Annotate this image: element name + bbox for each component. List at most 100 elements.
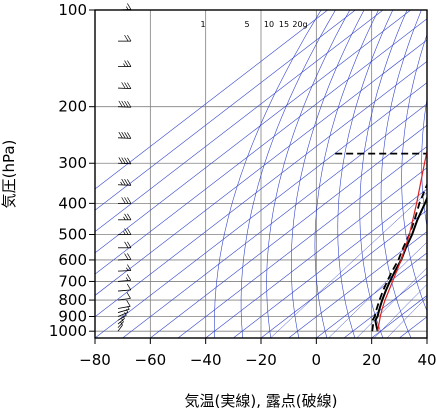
y-axis-title: 気圧(hPa) bbox=[0, 140, 18, 209]
wind-barb bbox=[117, 82, 132, 90]
wind-barb-flag bbox=[127, 82, 132, 89]
dry-adiabat bbox=[401, 33, 427, 312]
isotherm-line bbox=[205, 167, 427, 338]
wind-barb-flag bbox=[124, 60, 129, 67]
x-tick-label: 0 bbox=[312, 351, 322, 369]
wind-barb-flag bbox=[125, 277, 129, 281]
wind-barb bbox=[117, 253, 132, 261]
dewpoint-line bbox=[334, 152, 427, 332]
wind-barb-flag bbox=[126, 300, 131, 307]
wind-barb bbox=[118, 34, 132, 42]
dry-adiabat bbox=[266, 10, 351, 338]
isotherm-line bbox=[233, 188, 427, 338]
wind-barb-flag bbox=[124, 213, 129, 220]
wind-barb-flag bbox=[127, 132, 132, 139]
dry-adiabat bbox=[337, 10, 394, 338]
wind-barb-flag bbox=[124, 312, 127, 316]
wind-barb bbox=[117, 3, 132, 11]
wind-barb bbox=[118, 197, 132, 204]
wind-barb-flag bbox=[118, 100, 123, 108]
wind-barb-staff bbox=[117, 258, 131, 261]
wind-barb-staff bbox=[117, 184, 131, 186]
x-tick-label: −80 bbox=[79, 351, 111, 369]
isotherm-line bbox=[95, 82, 427, 338]
mixing-ratio-label: 1 bbox=[200, 20, 205, 29]
wind-barb-flag bbox=[127, 264, 132, 271]
isotherm-line bbox=[426, 337, 427, 338]
wind-barb-flag bbox=[127, 253, 132, 260]
wind-barb-staff bbox=[117, 311, 129, 317]
y-tick-label: 700 bbox=[58, 272, 87, 290]
temperature-line bbox=[374, 195, 427, 332]
isotherm-line bbox=[95, 10, 356, 211]
grid-layer bbox=[95, 9, 427, 338]
dry-adiabat bbox=[240, 10, 336, 338]
wind-barb-staff bbox=[117, 289, 131, 292]
wind-barb-flag bbox=[127, 157, 132, 164]
y-tick-label: 800 bbox=[58, 291, 87, 309]
wind-barb-staff bbox=[117, 308, 130, 313]
wind-barb bbox=[117, 131, 132, 139]
isoline-layer bbox=[95, 10, 427, 338]
x-tick-label: −60 bbox=[135, 351, 167, 369]
isotherm-line bbox=[95, 10, 384, 232]
wind-barb-flag bbox=[124, 241, 129, 248]
y-tick-label: 200 bbox=[58, 98, 87, 116]
wind-barb bbox=[117, 292, 131, 301]
wind-barb bbox=[117, 100, 132, 108]
wind-barb-staff bbox=[117, 314, 127, 321]
wind-barb-staff bbox=[117, 270, 131, 272]
wind-barb-flag bbox=[121, 131, 126, 139]
wind-barb-flag bbox=[127, 213, 132, 220]
x-tick-label: 40 bbox=[417, 351, 436, 369]
x-tick-label: −40 bbox=[190, 351, 222, 369]
isotherm-line bbox=[316, 252, 427, 338]
wind-barb-flag bbox=[126, 6, 129, 10]
y-tick-label: 1000 bbox=[49, 322, 87, 340]
wind-barb-flag bbox=[120, 181, 123, 186]
wind-barb-staff bbox=[117, 162, 131, 165]
dry-adiabat bbox=[214, 10, 322, 338]
wind-barb bbox=[117, 264, 132, 272]
wind-barb bbox=[117, 300, 131, 309]
wind-barb bbox=[117, 312, 127, 321]
x-tick-label: −20 bbox=[245, 351, 277, 369]
wind-barb-flag bbox=[127, 3, 132, 10]
isotherm-line bbox=[95, 60, 427, 318]
wind-barb bbox=[117, 274, 132, 282]
wind-barb-layer bbox=[117, 3, 132, 332]
wind-barb-flag bbox=[124, 100, 129, 108]
wind-barb-flag bbox=[124, 228, 129, 235]
wind-barb-flag bbox=[123, 63, 126, 67]
wind-barb bbox=[117, 178, 132, 186]
wind-barb-flag bbox=[127, 179, 132, 186]
wind-barb-flag bbox=[126, 274, 132, 281]
dry-adiabat bbox=[314, 10, 379, 338]
wind-barb-flag bbox=[124, 197, 129, 204]
y-tick-label: 100 bbox=[58, 1, 87, 19]
wind-barb-flag bbox=[121, 178, 126, 186]
wind-barb-flag bbox=[121, 157, 126, 164]
wind-barb-staff bbox=[117, 106, 131, 108]
mixing-ratio-line bbox=[374, 284, 427, 338]
wind-barb bbox=[117, 157, 132, 165]
wind-barb-staff bbox=[117, 87, 131, 90]
wind-barb-flag bbox=[123, 231, 126, 235]
y-tick-label: 900 bbox=[58, 307, 87, 325]
isotherm-line bbox=[399, 316, 427, 338]
wind-barb-flag bbox=[124, 179, 129, 186]
mixing-ratio-line bbox=[328, 241, 427, 338]
mixing-ratio-label: 15 bbox=[279, 20, 289, 29]
mixing-ratio-label: 5 bbox=[244, 20, 249, 29]
isotherm-line bbox=[95, 39, 427, 296]
parcel-line bbox=[377, 148, 427, 332]
wind-barb-flag bbox=[118, 157, 123, 164]
dry-adiabat bbox=[421, 97, 427, 228]
isotherm-line bbox=[288, 231, 427, 338]
wind-barb-flag bbox=[124, 157, 129, 164]
wind-barb-flag bbox=[124, 132, 129, 139]
wind-barb-flag bbox=[121, 100, 126, 108]
mixing-ratio-label: 10 bbox=[264, 20, 274, 29]
wind-barb bbox=[118, 241, 132, 249]
